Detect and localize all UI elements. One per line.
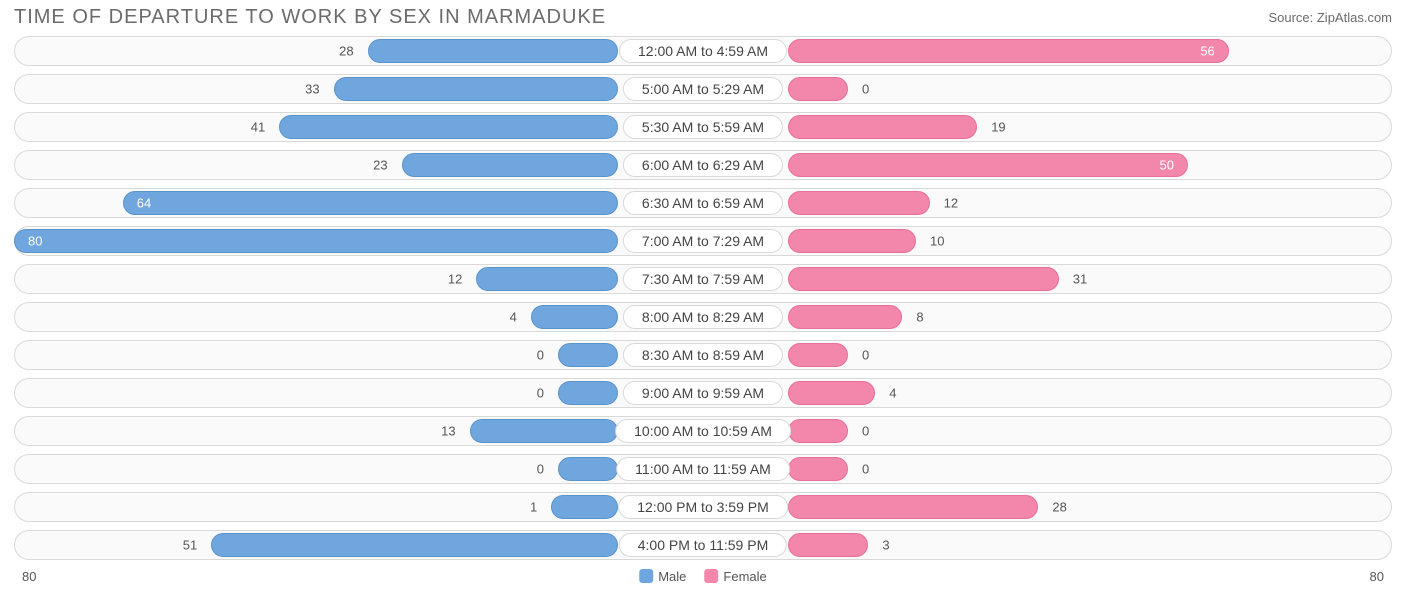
male-value: 64 (133, 196, 155, 211)
male-bar (14, 229, 618, 253)
table-row: 8:30 AM to 8:59 AM 0 0 (14, 338, 1392, 372)
female-value: 31 (1069, 272, 1091, 287)
time-slot-label: 8:30 AM to 8:59 AM (623, 343, 783, 367)
female-bar (788, 191, 930, 215)
table-row: 6:00 AM to 6:29 AM 23 50 (14, 148, 1392, 182)
female-value: 12 (940, 196, 962, 211)
time-slot-label: 6:30 AM to 6:59 AM (623, 191, 783, 215)
male-bar (402, 153, 618, 177)
female-bar (788, 77, 848, 101)
male-bar (368, 39, 618, 63)
male-bar (470, 419, 618, 443)
diverging-bar-chart: 12:00 AM to 4:59 AM 28 56 5:00 AM to 5:29 A… (14, 34, 1392, 565)
female-value: 8 (912, 310, 927, 325)
male-bar (551, 495, 618, 519)
male-bar (476, 267, 618, 291)
male-bar (558, 381, 618, 405)
male-bar (279, 115, 618, 139)
time-slot-label: 7:30 AM to 7:59 AM (623, 267, 783, 291)
table-row: 7:00 AM to 7:29 AM 80 10 (14, 224, 1392, 258)
source-label: Source: ZipAtlas.com (1268, 10, 1392, 25)
male-value: 13 (437, 424, 459, 439)
male-value: 0 (533, 348, 548, 363)
table-row: 5:30 AM to 5:59 AM 41 19 (14, 110, 1392, 144)
male-value: 33 (301, 82, 323, 97)
female-bar (788, 419, 848, 443)
male-value: 41 (247, 120, 269, 135)
male-value: 80 (24, 234, 46, 249)
female-value: 0 (858, 462, 873, 477)
female-bar (788, 381, 875, 405)
female-bar (788, 305, 902, 329)
table-row: 4:00 PM to 11:59 PM 51 3 (14, 528, 1392, 562)
female-value: 28 (1048, 500, 1070, 515)
legend-label-female: Female (723, 569, 766, 584)
time-slot-label: 12:00 PM to 3:59 PM (618, 495, 788, 519)
male-bar (531, 305, 618, 329)
table-row: 12:00 AM to 4:59 AM 28 56 (14, 34, 1392, 68)
female-value: 0 (858, 348, 873, 363)
male-value: 0 (533, 386, 548, 401)
male-bar (334, 77, 618, 101)
female-bar (788, 457, 848, 481)
table-row: 5:00 AM to 5:29 AM 33 0 (14, 72, 1392, 106)
male-bar (123, 191, 618, 215)
axis-max-right: 80 (1370, 569, 1384, 584)
table-row: 10:00 AM to 10:59 AM 13 0 (14, 414, 1392, 448)
male-bar (211, 533, 618, 557)
table-row: 7:30 AM to 7:59 AM 12 31 (14, 262, 1392, 296)
time-slot-label: 5:00 AM to 5:29 AM (623, 77, 783, 101)
table-row: 12:00 PM to 3:59 PM 1 28 (14, 490, 1392, 524)
female-swatch-icon (704, 569, 718, 583)
female-value: 10 (926, 234, 948, 249)
table-row: 8:00 AM to 8:29 AM 4 8 (14, 300, 1392, 334)
female-bar (788, 153, 1188, 177)
time-slot-label: 9:00 AM to 9:59 AM (623, 381, 783, 405)
chart-footer: 80 Male Female 80 (14, 569, 1392, 589)
time-slot-label: 11:00 AM to 11:59 AM (616, 457, 790, 481)
female-bar (788, 115, 977, 139)
legend-label-male: Male (658, 569, 686, 584)
male-bar (558, 457, 618, 481)
male-bar (558, 343, 618, 367)
female-value: 0 (858, 424, 873, 439)
male-value: 28 (335, 44, 357, 59)
male-value: 4 (506, 310, 521, 325)
male-value: 1 (526, 500, 541, 515)
time-slot-label: 5:30 AM to 5:59 AM (623, 115, 783, 139)
female-value: 56 (1196, 44, 1218, 59)
male-value: 51 (179, 538, 201, 553)
female-value: 3 (878, 538, 893, 553)
table-row: 9:00 AM to 9:59 AM 0 4 (14, 376, 1392, 410)
male-swatch-icon (639, 569, 653, 583)
time-slot-label: 10:00 AM to 10:59 AM (615, 419, 791, 443)
female-bar (788, 343, 848, 367)
female-value: 19 (987, 120, 1009, 135)
female-value: 50 (1156, 158, 1178, 173)
axis-max-left: 80 (22, 569, 36, 584)
male-value: 12 (444, 272, 466, 287)
female-bar (788, 267, 1059, 291)
time-slot-label: 7:00 AM to 7:29 AM (623, 229, 783, 253)
table-row: 6:30 AM to 6:59 AM 64 12 (14, 186, 1392, 220)
legend-item-female: Female (704, 569, 766, 584)
legend-item-male: Male (639, 569, 686, 584)
table-row: 11:00 AM to 11:59 AM 0 0 (14, 452, 1392, 486)
legend: Male Female (639, 569, 767, 584)
female-value: 0 (858, 82, 873, 97)
female-bar (788, 533, 868, 557)
female-bar (788, 229, 916, 253)
male-value: 0 (533, 462, 548, 477)
time-slot-label: 6:00 AM to 6:29 AM (623, 153, 783, 177)
female-bar (788, 39, 1229, 63)
chart-title: TIME OF DEPARTURE TO WORK BY SEX IN MARM… (14, 6, 606, 29)
female-bar (788, 495, 1038, 519)
male-value: 23 (369, 158, 391, 173)
time-slot-label: 4:00 PM to 11:59 PM (619, 533, 787, 557)
female-value: 4 (885, 386, 900, 401)
time-slot-label: 8:00 AM to 8:29 AM (623, 305, 783, 329)
time-slot-label: 12:00 AM to 4:59 AM (619, 39, 787, 63)
